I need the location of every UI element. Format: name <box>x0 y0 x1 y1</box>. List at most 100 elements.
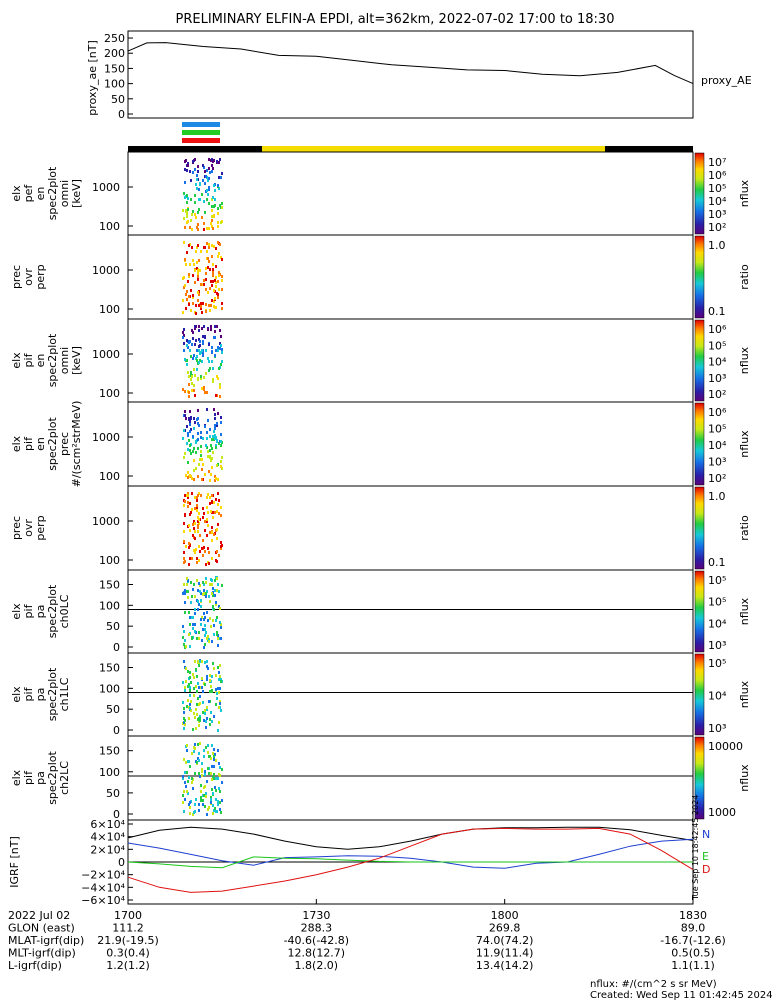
spectrum-pixel <box>220 335 222 338</box>
spectrum-pixel <box>187 792 189 795</box>
panel-ylabel-line: prec <box>58 432 71 456</box>
spectrum-pixel <box>199 550 201 553</box>
spectrum-pixel <box>211 457 213 460</box>
spectrum-pixel <box>220 221 222 224</box>
spectrum-pixel <box>221 348 223 351</box>
spectrum-pixel <box>195 727 197 730</box>
spectrum-pixel <box>208 562 210 565</box>
spectrum-pixel <box>212 516 214 519</box>
colorbar-label: ratio <box>738 515 751 541</box>
spectrum-pixel <box>207 419 209 422</box>
spectrum-pixel <box>199 182 201 185</box>
spectrum-pixel <box>221 206 223 209</box>
spectrum-pixel <box>208 343 210 346</box>
spectrum-pixel <box>210 304 212 307</box>
spectrum-pixel <box>198 759 200 762</box>
spectrum-pixel <box>198 686 200 689</box>
ephemeris-value-glon: 111.2 <box>112 922 144 935</box>
spectrum-pixel <box>210 473 212 476</box>
ephemeris-value-mlt: 12.8(12.7) <box>288 947 346 960</box>
spectrum-pixel <box>218 252 220 255</box>
spectrum-pixel <box>212 435 214 438</box>
spectrum-pixel <box>211 205 213 208</box>
spectrum-pixel <box>206 169 208 172</box>
spectrum-pixel <box>184 168 186 171</box>
spectrum-pixel <box>190 371 192 374</box>
spectrum-pixel <box>184 500 186 503</box>
spectrum-pixel <box>221 288 223 291</box>
spectrum-pixel <box>204 624 206 627</box>
spectrum-pixel <box>208 360 210 363</box>
spectrum-pixel <box>197 269 199 272</box>
spectrum-pixel <box>218 442 220 445</box>
spectrum-pixel <box>211 350 213 353</box>
spectrum-pixel <box>219 158 221 161</box>
colorbar-tick-label: 10⁴ <box>708 690 727 703</box>
spectrum-pixel <box>195 250 197 253</box>
spectrum-pixel <box>215 281 217 284</box>
spectrum-pixel <box>184 611 186 614</box>
spectrum-pixel <box>200 450 202 453</box>
spectrum-pixel <box>214 189 216 192</box>
spectrum-pixel <box>197 275 199 278</box>
spectrum-pixel <box>219 664 221 667</box>
spectrum-pixel <box>190 198 192 201</box>
panel-ylabel-line: ch1LC <box>58 677 71 711</box>
spectrum-pixel <box>191 228 193 231</box>
spectrum-pixel <box>196 579 198 582</box>
spectrum-pixel <box>193 478 195 481</box>
spectrum-pixel <box>214 325 216 328</box>
spectrum-pixel <box>198 349 200 352</box>
spectrum-pixel <box>194 421 196 424</box>
spectrum-pixel <box>187 471 189 474</box>
spectrum-pixel <box>200 436 202 439</box>
spectrum-pixel <box>201 468 203 471</box>
spectrum-pixel <box>183 707 185 710</box>
spectrum-pixel <box>194 595 196 598</box>
spectrum-pixel <box>197 438 199 441</box>
spectrum-pixel <box>189 765 191 768</box>
spectrum-pixel <box>203 283 205 286</box>
spectrum-pixel <box>214 297 216 300</box>
igrf-series-extra <box>127 827 694 893</box>
spectrum-pixel <box>193 527 195 530</box>
spectrum-pixel <box>193 583 195 586</box>
spectrum-pixel <box>205 303 207 306</box>
spectrum-pixel <box>213 159 215 162</box>
colorbar-tick-label: 10⁴ <box>708 356 727 369</box>
spectrum-pixel <box>210 459 212 462</box>
spectrum-pixel <box>182 701 184 704</box>
spectrum-pixel <box>184 226 186 229</box>
spectrum-pixel <box>219 774 221 777</box>
ephemeris-value-time: 1800 <box>491 909 519 922</box>
colorbar <box>694 486 705 570</box>
spectrum-pixel <box>211 219 213 222</box>
colorbar-tick-label: 10⁴ <box>708 195 727 208</box>
spectrum-pixel <box>212 378 214 381</box>
side-stamp: Tue Sep 10 18:42:45 2024 <box>691 795 700 901</box>
ephemeris-value-l: 1.2(1.2) <box>106 959 150 972</box>
spectrum-pixel <box>189 671 191 674</box>
spectrum-pixel <box>185 680 187 683</box>
ephemeris-value-time: 1830 <box>679 909 707 922</box>
spectrum-pixel <box>183 530 185 533</box>
igrf-ytick-label: 2×10⁴ <box>90 843 125 856</box>
spectrum-pixel <box>218 706 220 709</box>
spectrum-pixel <box>207 767 209 770</box>
spectrum-pixel <box>187 346 189 349</box>
spectrum-pixel <box>208 304 210 307</box>
spectrum-pixel <box>206 518 208 521</box>
spectrum-pixel <box>221 172 223 175</box>
spectrum-pixel <box>201 478 203 481</box>
spectrum-pixel <box>206 496 208 499</box>
spectrum-pixel <box>183 717 185 720</box>
colorbar-tick-label: 10³ <box>708 639 726 652</box>
spectrum-pixel <box>214 427 216 430</box>
colorbar-tick-label: 10² <box>708 472 726 485</box>
spectrum-pixel <box>204 211 206 214</box>
spectrum-pixel <box>200 377 202 380</box>
spectrum-pixel <box>204 683 206 686</box>
spectrum-pixel <box>182 794 184 797</box>
colorbar-tick-label: 10⁴ <box>708 617 727 630</box>
